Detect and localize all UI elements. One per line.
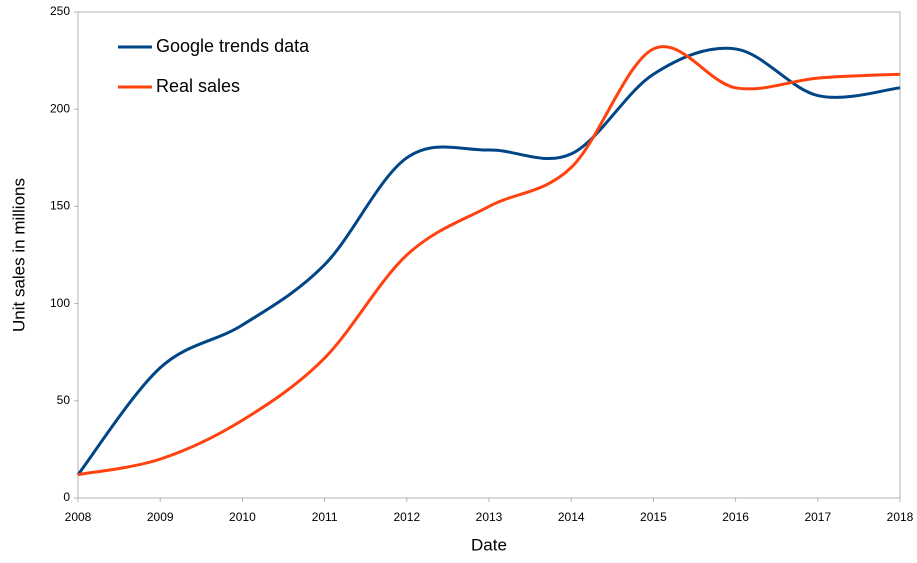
x-axis-label: Date bbox=[471, 535, 507, 554]
x-tick-label: 2008 bbox=[65, 510, 92, 524]
legend-label: Google trends data bbox=[156, 36, 310, 56]
x-tick-label: 2016 bbox=[722, 510, 749, 524]
y-tick-label: 100 bbox=[50, 296, 70, 310]
x-tick-label: 2011 bbox=[312, 510, 338, 524]
y-tick-label: 50 bbox=[57, 393, 71, 407]
series-line bbox=[77, 45, 901, 477]
x-tick-label: 2014 bbox=[558, 510, 585, 524]
x-tick-label: 2018 bbox=[887, 510, 914, 524]
x-tick-label: 2012 bbox=[393, 510, 420, 524]
y-axis-label: Unit sales in millions bbox=[9, 178, 28, 332]
x-tick-label: 2017 bbox=[804, 510, 831, 524]
series-line bbox=[76, 46, 901, 476]
legend-label: Real sales bbox=[156, 76, 240, 96]
x-tick-label: 2010 bbox=[229, 510, 256, 524]
y-tick-label: 250 bbox=[50, 4, 70, 18]
x-tick-label: 2013 bbox=[476, 510, 503, 524]
x-tick-label: 2009 bbox=[147, 510, 174, 524]
y-tick-label: 0 bbox=[63, 490, 70, 504]
y-tick-label: 200 bbox=[50, 101, 70, 115]
x-tick-label: 2015 bbox=[640, 510, 667, 524]
y-tick-label: 150 bbox=[50, 199, 70, 213]
